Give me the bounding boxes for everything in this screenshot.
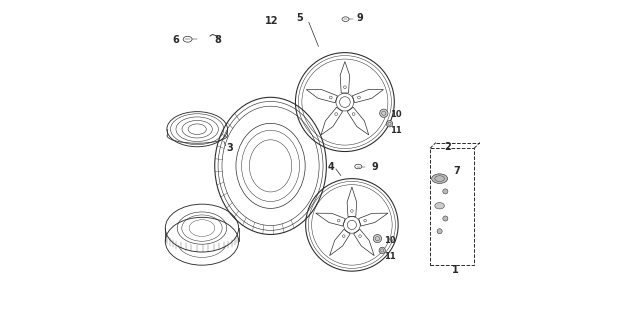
Text: 1: 1 (452, 264, 459, 275)
Circle shape (373, 234, 381, 243)
Text: 10: 10 (390, 110, 402, 119)
Circle shape (387, 121, 393, 127)
Text: 9: 9 (356, 12, 364, 23)
Ellipse shape (435, 203, 444, 209)
Ellipse shape (431, 174, 447, 183)
Text: 10: 10 (384, 236, 396, 245)
Text: 8: 8 (214, 35, 221, 45)
Text: 11: 11 (384, 252, 396, 261)
Text: 6: 6 (172, 35, 179, 45)
Circle shape (380, 109, 388, 117)
Text: 12: 12 (265, 16, 278, 26)
Circle shape (437, 229, 442, 234)
Circle shape (379, 247, 385, 254)
Circle shape (443, 189, 448, 194)
Text: 9: 9 (371, 162, 378, 173)
Text: 5: 5 (296, 12, 303, 23)
Text: 11: 11 (390, 126, 402, 135)
Text: 3: 3 (227, 143, 234, 153)
Circle shape (443, 216, 448, 221)
Text: 4: 4 (328, 162, 335, 173)
Text: 2: 2 (444, 142, 451, 152)
Text: 7: 7 (454, 166, 461, 176)
